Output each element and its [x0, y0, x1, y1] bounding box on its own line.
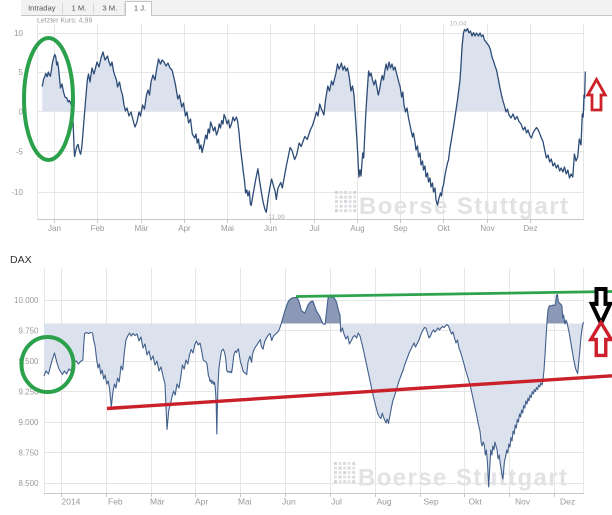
svg-text:9.000: 9.000 — [18, 418, 39, 427]
svg-text:3 M.: 3 M. — [102, 4, 117, 13]
svg-text:Jun: Jun — [282, 497, 296, 507]
svg-text:Letzter Kurs: 4,99: Letzter Kurs: 4,99 — [37, 18, 92, 25]
svg-text:1 M.: 1 M. — [72, 4, 87, 13]
svg-text:Jun: Jun — [264, 224, 277, 233]
svg-text:Mär: Mär — [135, 224, 149, 233]
svg-text:9.750: 9.750 — [18, 327, 39, 336]
svg-text:1 J.: 1 J. — [134, 4, 146, 13]
svg-text:Dez: Dez — [560, 497, 575, 507]
svg-text:Mai: Mai — [238, 497, 252, 507]
svg-text:DAX: DAX — [10, 254, 32, 266]
svg-text:9.250: 9.250 — [18, 388, 39, 397]
svg-text:Okt: Okt — [437, 224, 450, 233]
svg-text:-5: -5 — [16, 147, 24, 156]
svg-text:Nov: Nov — [480, 224, 494, 233]
svg-text:Nov: Nov — [515, 497, 531, 507]
svg-text:10,04: 10,04 — [450, 21, 467, 28]
svg-text:2014: 2014 — [62, 497, 81, 507]
svg-text:0: 0 — [19, 108, 24, 117]
svg-text:8.750: 8.750 — [18, 449, 39, 458]
svg-text:Feb: Feb — [91, 224, 105, 233]
svg-text:Apr: Apr — [178, 224, 191, 233]
svg-text:Sep: Sep — [393, 224, 408, 233]
svg-text:10: 10 — [14, 29, 23, 38]
svg-text:Apr: Apr — [195, 497, 208, 507]
svg-text:Mär: Mär — [150, 497, 165, 507]
svg-text:Okt: Okt — [469, 497, 483, 507]
svg-text:-11,99: -11,99 — [266, 214, 285, 221]
svg-text:Dez: Dez — [523, 224, 537, 233]
svg-text:5: 5 — [19, 68, 24, 77]
svg-text:Jul: Jul — [309, 224, 319, 233]
svg-text:Feb: Feb — [108, 497, 123, 507]
svg-text:Intraday: Intraday — [28, 4, 56, 13]
svg-text:Aug: Aug — [350, 224, 364, 233]
svg-text:Sep: Sep — [424, 497, 439, 507]
svg-text:Jul: Jul — [331, 497, 342, 507]
svg-text:Aug: Aug — [377, 497, 392, 507]
svg-text:Jan: Jan — [48, 224, 61, 233]
svg-text:Mai: Mai — [221, 224, 234, 233]
svg-text:-10: -10 — [11, 188, 23, 197]
svg-text:9.500: 9.500 — [18, 357, 39, 366]
svg-text:8.500: 8.500 — [18, 479, 39, 488]
svg-text:10.000: 10.000 — [14, 296, 39, 305]
svg-text:Boerse Stuttgart: Boerse Stuttgart — [359, 193, 569, 220]
svg-text:Boerse Stuttgart: Boerse Stuttgart — [358, 465, 568, 492]
